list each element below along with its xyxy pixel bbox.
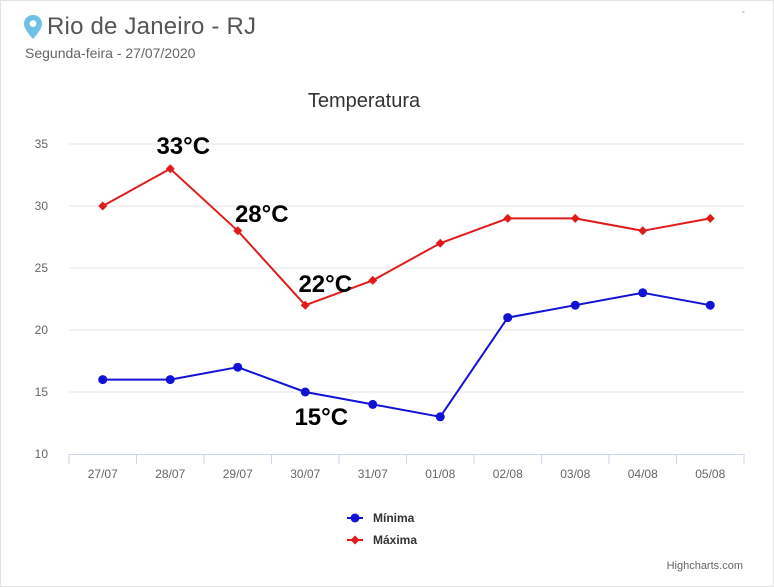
annotation-label: 22°C <box>298 271 352 298</box>
x-tick-label: 04/08 <box>628 467 658 481</box>
data-point <box>233 362 243 372</box>
data-point <box>638 288 648 298</box>
grid-lines <box>69 143 744 393</box>
y-tick-label: 35 <box>35 137 49 151</box>
annotation-label: 28°C <box>235 201 289 228</box>
chart-title: Temperatura <box>308 90 421 112</box>
data-point <box>705 213 715 223</box>
series <box>98 164 715 422</box>
x-tick-label: 29/07 <box>223 467 253 481</box>
series-line-minima <box>102 291 711 418</box>
y-tick-label: 25 <box>35 261 49 275</box>
legend: Mínima Máxima <box>347 511 417 547</box>
y-tick-label: 30 <box>35 199 49 213</box>
legend-marker <box>350 535 360 545</box>
data-point <box>300 300 310 310</box>
data-point <box>368 399 378 409</box>
legend-label: Mínima <box>373 511 415 525</box>
series-line-maxima <box>102 167 711 307</box>
menu-dash[interactable]: - <box>741 7 745 18</box>
annotation-label: 15°C <box>294 404 348 431</box>
y-tick-label: 10 <box>35 447 49 461</box>
legend-item-maxima[interactable]: Máxima <box>347 533 417 547</box>
data-point <box>368 275 378 285</box>
x-tick-label: 31/07 <box>358 467 388 481</box>
data-point <box>98 375 108 385</box>
city-title: Rio de Janeiro - RJ <box>47 13 257 40</box>
data-point <box>638 226 648 236</box>
data-point <box>570 213 580 223</box>
location-row: Rio de Janeiro - RJ <box>23 13 256 41</box>
data-point <box>435 238 445 248</box>
x-tick-label: 02/08 <box>493 467 523 481</box>
y-tick-label: 20 <box>35 323 49 337</box>
x-tick-label: 28/07 <box>155 467 185 481</box>
data-point <box>570 300 580 310</box>
data-point <box>435 412 445 422</box>
data-point <box>705 300 715 310</box>
data-point <box>503 213 513 223</box>
annotation-label: 33°C <box>156 133 210 160</box>
x-tick-label: 03/08 <box>560 467 590 481</box>
x-tick-label: 27/07 <box>88 467 118 481</box>
data-point <box>165 164 175 174</box>
data-point <box>233 226 243 236</box>
y-tick-label: 15 <box>35 385 49 399</box>
data-point <box>165 375 175 385</box>
x-tick-label: 01/08 <box>425 467 455 481</box>
date-subtitle: Segunda-feira - 27/07/2020 <box>25 45 196 61</box>
annotations: 33°C 28°C 22°C 15°C <box>156 133 352 431</box>
y-axis: 10 15 20 25 30 35 <box>35 137 49 461</box>
x-tick-label: 05/08 <box>695 467 725 481</box>
data-point <box>98 201 108 211</box>
x-axis: 27/07 28/07 29/07 30/07 31/07 01/08 02/08 03/08… <box>68 454 745 481</box>
map-pin-icon <box>24 15 42 39</box>
credits-link[interactable]: Highcharts.com <box>666 560 743 572</box>
header: Rio de Janeiro - RJ Segunda-feira - 27/0… <box>23 13 256 61</box>
legend-marker <box>350 513 360 523</box>
data-point <box>300 387 310 397</box>
data-point <box>503 313 513 323</box>
legend-item-minima[interactable]: Mínima <box>347 511 415 525</box>
legend-label: Máxima <box>373 533 417 547</box>
x-tick-label: 30/07 <box>290 467 320 481</box>
